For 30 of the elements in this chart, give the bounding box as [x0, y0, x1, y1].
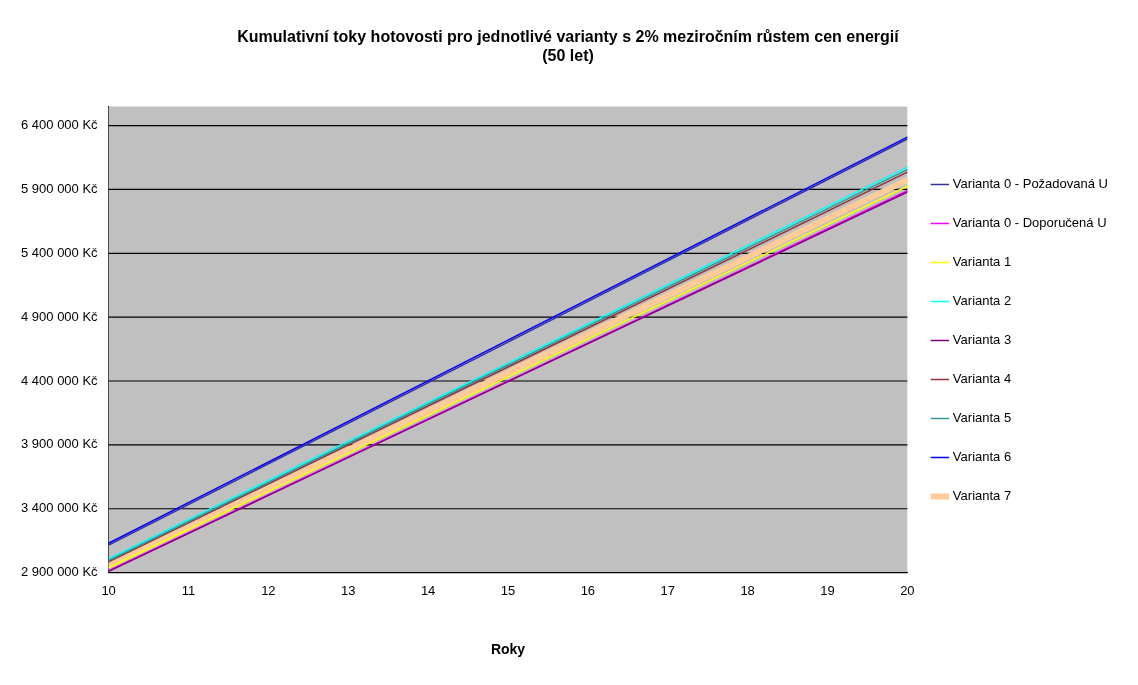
y-tick-label: 4 400 000 Kč [20, 372, 99, 388]
y-tick-label: 6 400 000 Kč [20, 117, 99, 133]
x-tick-label: 12 [261, 582, 276, 598]
y-tick-label: 4 900 000 Kč [20, 308, 99, 324]
x-tick-label: 20 [900, 582, 915, 598]
x-tick-label: 15 [500, 582, 516, 598]
y-tick-label: 3 900 000 Kč [20, 436, 99, 452]
chart-title: Kumulativní toky hotovosti pro jednotlivé varianty s 2% meziročním růstem cen energií (50 let) [237, 28, 900, 65]
x-tick-label: 19 [820, 582, 835, 598]
x-tick-label: 17 [660, 582, 675, 598]
legend-label: Varianta 6 [952, 449, 1012, 465]
legend-label: Varianta 2 [952, 293, 1012, 309]
legend-label: Varianta 5 [952, 410, 1012, 426]
y-tick-label: 2 900 000 Kč [20, 564, 99, 580]
x-tick-label: 11 [181, 582, 196, 598]
legend-label: Varianta 4 [952, 371, 1012, 387]
x-tick-label: 13 [341, 582, 356, 598]
legend-label: Varianta 0 - Doporučená U [952, 215, 1107, 231]
y-tick-label: 3 400 000 Kč [20, 500, 99, 516]
x-tick-label: 18 [740, 582, 755, 598]
x-tick-label: 14 [420, 582, 436, 598]
x-axis-title: Roky [490, 641, 526, 658]
x-tick-label: 16 [580, 582, 596, 598]
y-tick-label: 5 400 000 Kč [20, 244, 99, 260]
legend-label: Varianta 7 [952, 488, 1012, 504]
legend-label: Varianta 3 [952, 332, 1012, 348]
legend-label: Varianta 0 - Požadovaná U [952, 176, 1109, 192]
x-tick-label: 10 [101, 582, 116, 598]
y-tick-label: 5 900 000 Kč [20, 181, 99, 196]
legend-label: Varianta 1 [952, 254, 1012, 270]
